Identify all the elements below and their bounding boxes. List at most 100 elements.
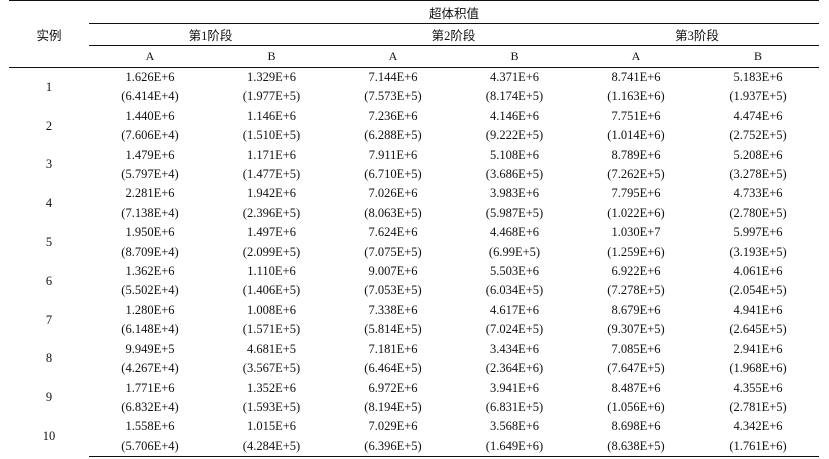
std-cell: (6.396E+5) [332, 436, 454, 458]
std-cell: (2.396E+5) [242, 205, 301, 220]
std-cell: (1.593E+5) [242, 399, 301, 414]
mean-cell: 4.617E+6 [489, 302, 540, 317]
std-cell: (1.163E+6) [607, 89, 665, 104]
mean-cell: 7.911E+6 [368, 147, 418, 162]
mean-cell: 3.983E+6 [489, 186, 540, 201]
mean-cell: 4.681E+5 [246, 341, 297, 356]
stage-2-col-a: A [332, 45, 454, 68]
std-cell: (3.567E+5) [242, 361, 301, 376]
mean-cell: 3.941E+6 [489, 380, 540, 395]
mean-cell: 1.950E+6 [125, 225, 175, 240]
table-row-std: (6.414E+4) (1.977E+5) (7.573E+5) (8.174E+5)… [9, 87, 819, 106]
mean-cell: 7.236E+6 [368, 108, 418, 123]
instance-id: 10 [42, 429, 56, 444]
std-cell: (1.510E+5) [242, 128, 301, 143]
table-row-mean: 10 1.558E+6 1.015E+6 7.029E+6 3.568E+6 8.698E… [9, 417, 819, 443]
table-row-mean: 6 1.362E+6 1.110E+6 9.007E+6 5.503E+6 6.922E+… [9, 262, 819, 288]
std-cell: (6.034E+5) [485, 283, 544, 298]
table-row-std: (4.267E+4) (3.567E+5) (6.464E+5) (2.364E+6)… [9, 359, 819, 378]
group-header: 超体积值 [89, 0, 820, 24]
mean-cell: 1.497E+6 [246, 225, 297, 240]
std-cell: (5.987E+5) [485, 205, 544, 220]
mean-cell: 6.922E+6 [611, 264, 661, 279]
hypervolume-table: 实例 超体积值 第1阶段 第2阶段 第3阶段 A B A B A B 1 1.62… [9, 0, 820, 458]
table-row-mean: 4 2.281E+6 1.942E+6 7.026E+6 3.983E+6 7.795E+… [9, 184, 819, 210]
std-cell: (1.968E+6) [729, 361, 787, 376]
std-cell: (8.638E+5) [575, 436, 697, 458]
mean-cell: 7.181E+6 [368, 341, 418, 356]
std-cell: (1.977E+5) [242, 89, 301, 104]
mean-cell: 1.440E+6 [125, 108, 175, 123]
mean-cell: 7.338E+6 [368, 302, 418, 317]
std-cell: (2.054E+5) [729, 283, 787, 298]
table-row-mean: 2 1.440E+6 1.146E+6 7.236E+6 4.146E+6 7.751E+… [9, 107, 819, 133]
std-cell: (6.710E+5) [364, 167, 422, 182]
std-cell: (5.706E+4) [89, 436, 211, 458]
std-cell: (5.814E+5) [364, 322, 422, 337]
mean-cell: 1.362E+6 [125, 264, 175, 279]
std-cell: (4.267E+4) [121, 361, 179, 376]
std-cell: (1.761E+6) [697, 436, 820, 458]
mean-cell: 7.085E+6 [611, 341, 661, 356]
table-row-mean: 7 1.280E+6 1.008E+6 7.338E+6 4.617E+6 8.679E+… [9, 301, 819, 327]
std-cell: (1.014E+6) [607, 128, 665, 143]
std-cell: (1.477E+5) [242, 167, 301, 182]
mean-cell: 4.061E+6 [733, 264, 783, 279]
std-cell: (6.414E+4) [121, 89, 179, 104]
std-cell: (7.647E+5) [607, 361, 665, 376]
mean-cell: 3.434E+6 [489, 341, 540, 356]
instance-id: 9 [45, 390, 53, 405]
std-cell: (2.781E+5) [729, 399, 787, 414]
table-row-mean: 3 1.479E+6 1.171E+6 7.911E+6 5.108E+6 8.789E+… [9, 146, 819, 172]
mean-cell: 7.144E+6 [368, 70, 418, 84]
std-cell: (2.752E+5) [729, 128, 787, 143]
stage-3-col-b: B [697, 45, 820, 68]
stage-3-header: 第3阶段 [575, 23, 820, 46]
table-row-std: (5.706E+4) (4.284E+5) (6.396E+5) (1.649E+6)… [9, 436, 820, 458]
std-cell: (7.024E+5) [485, 322, 544, 337]
std-cell: (3.193E+5) [729, 244, 787, 259]
instance-header: 实例 [9, 0, 89, 68]
mean-cell: 1.171E+6 [246, 147, 297, 162]
mean-cell: 4.468E+6 [489, 225, 540, 240]
mean-cell: 1.942E+6 [246, 186, 297, 201]
mean-cell: 8.789E+6 [611, 147, 661, 162]
std-cell: (8.709E+4) [121, 244, 179, 259]
mean-cell: 4.733E+6 [733, 186, 783, 201]
mean-cell: 8.487E+6 [611, 380, 661, 395]
std-cell: (1.649E+6) [454, 436, 575, 458]
mean-cell: 7.751E+6 [611, 108, 661, 123]
std-cell: (6.99E+5) [488, 244, 541, 259]
mean-cell: 8.741E+6 [611, 70, 661, 84]
std-cell: (7.053E+5) [364, 283, 422, 298]
stage-3-col-a: A [575, 45, 697, 68]
mean-cell: 9.949E+5 [125, 341, 175, 356]
mean-cell: 8.679E+6 [611, 302, 661, 317]
instance-id: 5 [45, 234, 53, 249]
mean-cell: 4.146E+6 [489, 108, 540, 123]
std-cell: (2.645E+5) [729, 322, 787, 337]
mean-cell: 2.941E+6 [733, 341, 783, 356]
mean-cell: 4.941E+6 [733, 302, 783, 317]
std-cell: (7.606E+4) [121, 128, 179, 143]
mean-cell: 7.624E+6 [368, 225, 418, 240]
mean-cell: 6.972E+6 [368, 380, 418, 395]
mean-cell: 4.474E+6 [733, 108, 783, 123]
table-row-std: (6.148E+4) (1.571E+5) (5.814E+5) (7.024E+5)… [9, 320, 819, 339]
std-cell: (6.831E+5) [485, 399, 544, 414]
std-cell: (2.780E+5) [729, 205, 787, 220]
std-cell: (8.194E+5) [364, 399, 422, 414]
std-cell: (4.284E+5) [211, 436, 332, 458]
stage-2-header: 第2阶段 [332, 23, 575, 46]
std-cell: (8.063E+5) [364, 205, 422, 220]
mean-cell: 7.029E+6 [368, 419, 418, 434]
instance-id: 8 [45, 351, 53, 366]
mean-cell: 1.329E+6 [246, 70, 297, 84]
mean-cell: 1.015E+6 [246, 419, 297, 434]
table-row-std: (6.832E+4) (1.593E+5) (8.194E+5) (6.831E+5)… [9, 398, 819, 417]
std-cell: (2.364E+6) [485, 361, 544, 376]
table-row-mean: 8 9.949E+5 4.681E+5 7.181E+6 3.434E+6 7.085E+… [9, 340, 819, 366]
std-cell: (3.686E+5) [485, 167, 544, 182]
std-cell: (6.464E+5) [364, 361, 422, 376]
instance-id: 6 [45, 273, 53, 288]
